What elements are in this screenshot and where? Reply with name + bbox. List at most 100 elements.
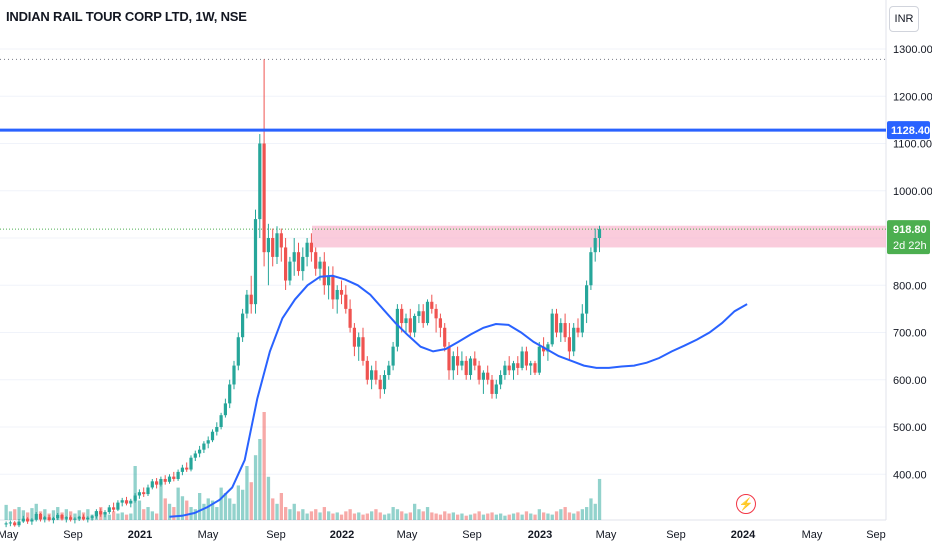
volume-bar (43, 509, 47, 520)
volume-bar (228, 498, 232, 520)
candle-body (56, 514, 60, 519)
candle-body (292, 252, 296, 262)
candle-body (77, 516, 81, 519)
candle-body (8, 522, 12, 524)
candle-body (421, 311, 425, 324)
volume-bar (77, 510, 81, 520)
volume-bar (529, 513, 533, 520)
candle-body (391, 346, 395, 366)
volume-bar (198, 493, 202, 520)
volume-bar (322, 507, 326, 520)
volume-bar (232, 503, 236, 520)
x-tick-label: 2023 (528, 529, 552, 541)
y-tick-label: 1300.00 (893, 44, 932, 56)
candle-body (473, 358, 477, 366)
candle-body (120, 500, 124, 503)
volume-bar (430, 512, 434, 520)
x-tick-label: May (397, 529, 418, 541)
candle-body (90, 516, 94, 518)
volume-bar (245, 466, 249, 520)
currency-button[interactable]: INR (889, 6, 919, 32)
volume-bar (120, 512, 124, 520)
candle-body (86, 517, 90, 520)
volume-bar (378, 512, 382, 520)
volume-bar (507, 514, 511, 520)
candle-body (559, 323, 563, 333)
volume-bar (327, 511, 331, 520)
candle-body (146, 487, 150, 495)
candle-body (112, 507, 116, 510)
volume-bar (266, 476, 271, 520)
flash-icon[interactable]: ⚡ (736, 494, 756, 514)
candle-body (206, 440, 210, 444)
candle-body (43, 517, 47, 520)
volume-bar (382, 514, 387, 520)
volume-bar (499, 513, 503, 520)
candle-body (60, 514, 64, 519)
x-tick-label: Sep (462, 529, 482, 541)
volume-bar (292, 503, 296, 520)
candle-body (370, 370, 374, 380)
candle-body (533, 363, 537, 373)
volume-bar (533, 514, 537, 520)
candle-body (408, 318, 412, 333)
volume-bar (13, 509, 17, 520)
volume-bar (133, 466, 137, 520)
volume-bar (425, 507, 430, 520)
volume-bar (417, 509, 421, 520)
candle-body (537, 346, 541, 373)
volume-bar (404, 513, 408, 520)
volume-bar (34, 503, 38, 520)
volume-bar (391, 507, 395, 520)
volume-bar (223, 493, 228, 520)
candle-body (137, 492, 141, 496)
volume-bar (473, 513, 477, 520)
candle-body (159, 478, 163, 485)
x-tick-label: Sep (63, 529, 83, 541)
candle-body (529, 363, 533, 366)
candle-body (279, 233, 283, 248)
volume-bar (494, 514, 498, 520)
candle-body (585, 285, 589, 314)
candle-body (176, 471, 180, 479)
candle-body (99, 511, 103, 515)
candle-body (301, 256, 305, 272)
candle-body (352, 327, 356, 347)
volume-bar (21, 510, 25, 520)
y-tick-label: 1200.00 (893, 91, 932, 103)
x-tick-label: 2022 (330, 529, 354, 541)
x-tick-label: Sep (266, 529, 286, 541)
y-tick-label: 1100.00 (893, 139, 932, 151)
candle-body (245, 294, 249, 314)
volume-bar (167, 503, 172, 520)
candle-body (589, 252, 593, 286)
candle-body (451, 356, 455, 371)
volume-bar (86, 509, 90, 520)
candle-body (185, 467, 189, 470)
candle-body (464, 360, 468, 376)
volume-bar (550, 514, 554, 520)
candle-body (38, 513, 43, 520)
candle-body (309, 242, 313, 253)
candle-body (507, 365, 511, 371)
candle-body (400, 308, 404, 324)
candle-body (288, 261, 292, 281)
candle-body (314, 252, 318, 269)
volume-bar (155, 513, 159, 520)
candle-body (546, 344, 550, 352)
volume-bar (460, 513, 464, 520)
candle-body (215, 427, 219, 432)
candle-body (576, 327, 580, 333)
x-tick-label: May (198, 529, 219, 541)
volume-bar (210, 500, 215, 520)
candle-body (94, 511, 98, 517)
candle-body (223, 403, 227, 416)
candle-body (210, 431, 215, 441)
volume-bar (580, 509, 584, 520)
candle-body (30, 519, 34, 522)
volume-bar (464, 515, 468, 520)
candle-body (357, 337, 361, 347)
volume-bar (176, 487, 180, 520)
candle-body (271, 238, 275, 257)
